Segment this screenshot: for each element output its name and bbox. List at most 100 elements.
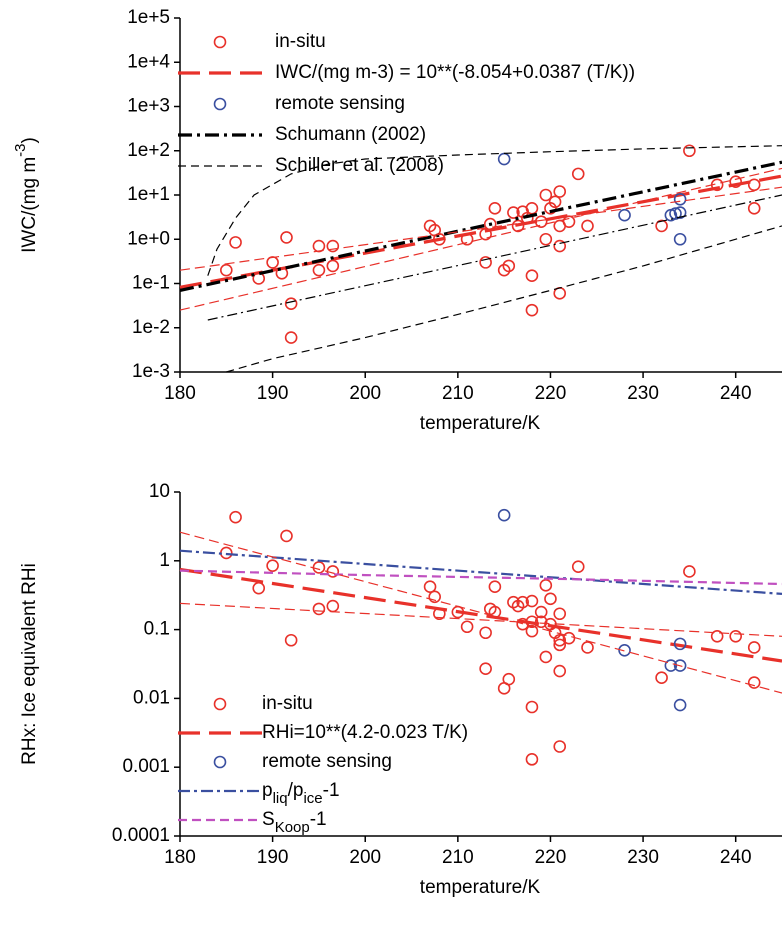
data-point	[479, 626, 492, 640]
x-tick-label: 200	[349, 847, 381, 868]
data-point	[539, 650, 553, 664]
data-point	[516, 617, 529, 631]
data-point	[502, 259, 516, 273]
legend-marker	[213, 755, 227, 769]
data-point	[548, 195, 562, 209]
y-axis-title: IWC/(mg m-3)	[12, 137, 40, 253]
data-point	[507, 206, 520, 219]
data-point	[747, 178, 761, 192]
label-part: liq	[273, 790, 288, 807]
data-point	[284, 331, 298, 344]
y-tick-label: 10	[149, 481, 170, 502]
data-point	[729, 629, 742, 643]
y-tick-label: 1e+3	[127, 96, 170, 117]
y-tick-label: 1e-1	[132, 273, 170, 294]
data-point	[502, 672, 516, 686]
line-series	[207, 145, 782, 373]
data-point	[497, 152, 511, 166]
data-point	[525, 202, 539, 215]
legend-label: in-situ	[275, 31, 326, 52]
data-point	[534, 615, 548, 629]
y-tick-label: 1	[159, 550, 170, 571]
data-point	[553, 239, 567, 253]
label-part: /p	[288, 780, 304, 801]
data-point	[747, 202, 761, 215]
y-tick-label: 0.0001	[112, 825, 170, 846]
data-point	[673, 206, 687, 219]
data-point	[618, 208, 631, 222]
data-point	[673, 232, 687, 246]
data-point	[534, 605, 548, 619]
data-point	[312, 263, 326, 277]
data-point	[479, 256, 492, 269]
data-point	[673, 637, 687, 651]
data-point	[562, 215, 576, 228]
data-point	[525, 700, 539, 714]
label-part: -1	[323, 780, 340, 801]
data-point	[539, 579, 553, 592]
data-point	[280, 529, 293, 543]
data-point	[460, 620, 474, 634]
data-point	[312, 561, 326, 574]
line-series	[179, 567, 782, 663]
y-tick-label: 0.001	[122, 756, 170, 777]
data-point	[655, 671, 668, 684]
data-point	[423, 580, 437, 594]
data-point	[553, 185, 567, 198]
y-tick-label: 1e+1	[127, 184, 170, 205]
label-part: p	[262, 780, 273, 801]
data-point	[479, 227, 492, 241]
label-part: )	[19, 137, 40, 143]
y-tick-label: 1e-3	[132, 361, 170, 382]
data-point	[683, 144, 696, 158]
line-series	[207, 194, 782, 321]
data-point	[669, 207, 682, 220]
y-axis-title: RHx: Ice equivalent RHi	[19, 563, 40, 765]
data-point	[428, 590, 441, 604]
legend-marker	[213, 97, 227, 111]
legend-label: Schiller et al. (2008)	[275, 155, 444, 176]
data-point	[497, 263, 511, 277]
data-point	[747, 641, 761, 654]
data-point	[673, 659, 687, 672]
data-point	[655, 219, 668, 233]
data-point	[423, 219, 437, 233]
data-point	[511, 219, 525, 233]
x-tick-label: 210	[442, 383, 474, 404]
label-part: -1	[310, 809, 327, 830]
data-point	[525, 594, 539, 608]
data-point	[562, 631, 576, 645]
data-point	[488, 580, 502, 594]
legend-label: remote sensing	[275, 93, 405, 114]
data-point	[284, 633, 298, 647]
x-tick-label: 190	[257, 383, 289, 404]
legend-label: Schumann (2002)	[275, 124, 426, 145]
label-part: RHx: Ice equivalent RHi	[19, 563, 40, 765]
line-series	[179, 549, 782, 595]
line-series	[179, 160, 782, 292]
x-tick-label: 220	[535, 383, 567, 404]
data-point	[479, 662, 492, 676]
x-tick-label: 230	[627, 383, 659, 404]
data-point	[539, 188, 553, 202]
label-part: -3	[12, 143, 29, 156]
data-point	[673, 698, 687, 712]
data-point	[252, 581, 266, 595]
x-tick-label: 200	[349, 383, 381, 404]
x-tick-label: 180	[164, 847, 196, 868]
x-tick-label: 240	[720, 847, 752, 868]
data-point	[581, 641, 594, 654]
x-tick-label: 230	[627, 847, 659, 868]
y-tick-label: 1e+2	[127, 140, 170, 161]
data-point	[571, 560, 585, 574]
label-part: Koop	[275, 819, 310, 836]
data-point	[266, 256, 279, 269]
x-tick-label: 190	[257, 847, 289, 868]
data-point	[553, 740, 567, 753]
data-point	[618, 644, 631, 657]
legend-label: SKoop-1	[262, 809, 327, 836]
data-point	[581, 219, 594, 233]
data-point	[525, 303, 539, 317]
data-point	[729, 175, 742, 188]
